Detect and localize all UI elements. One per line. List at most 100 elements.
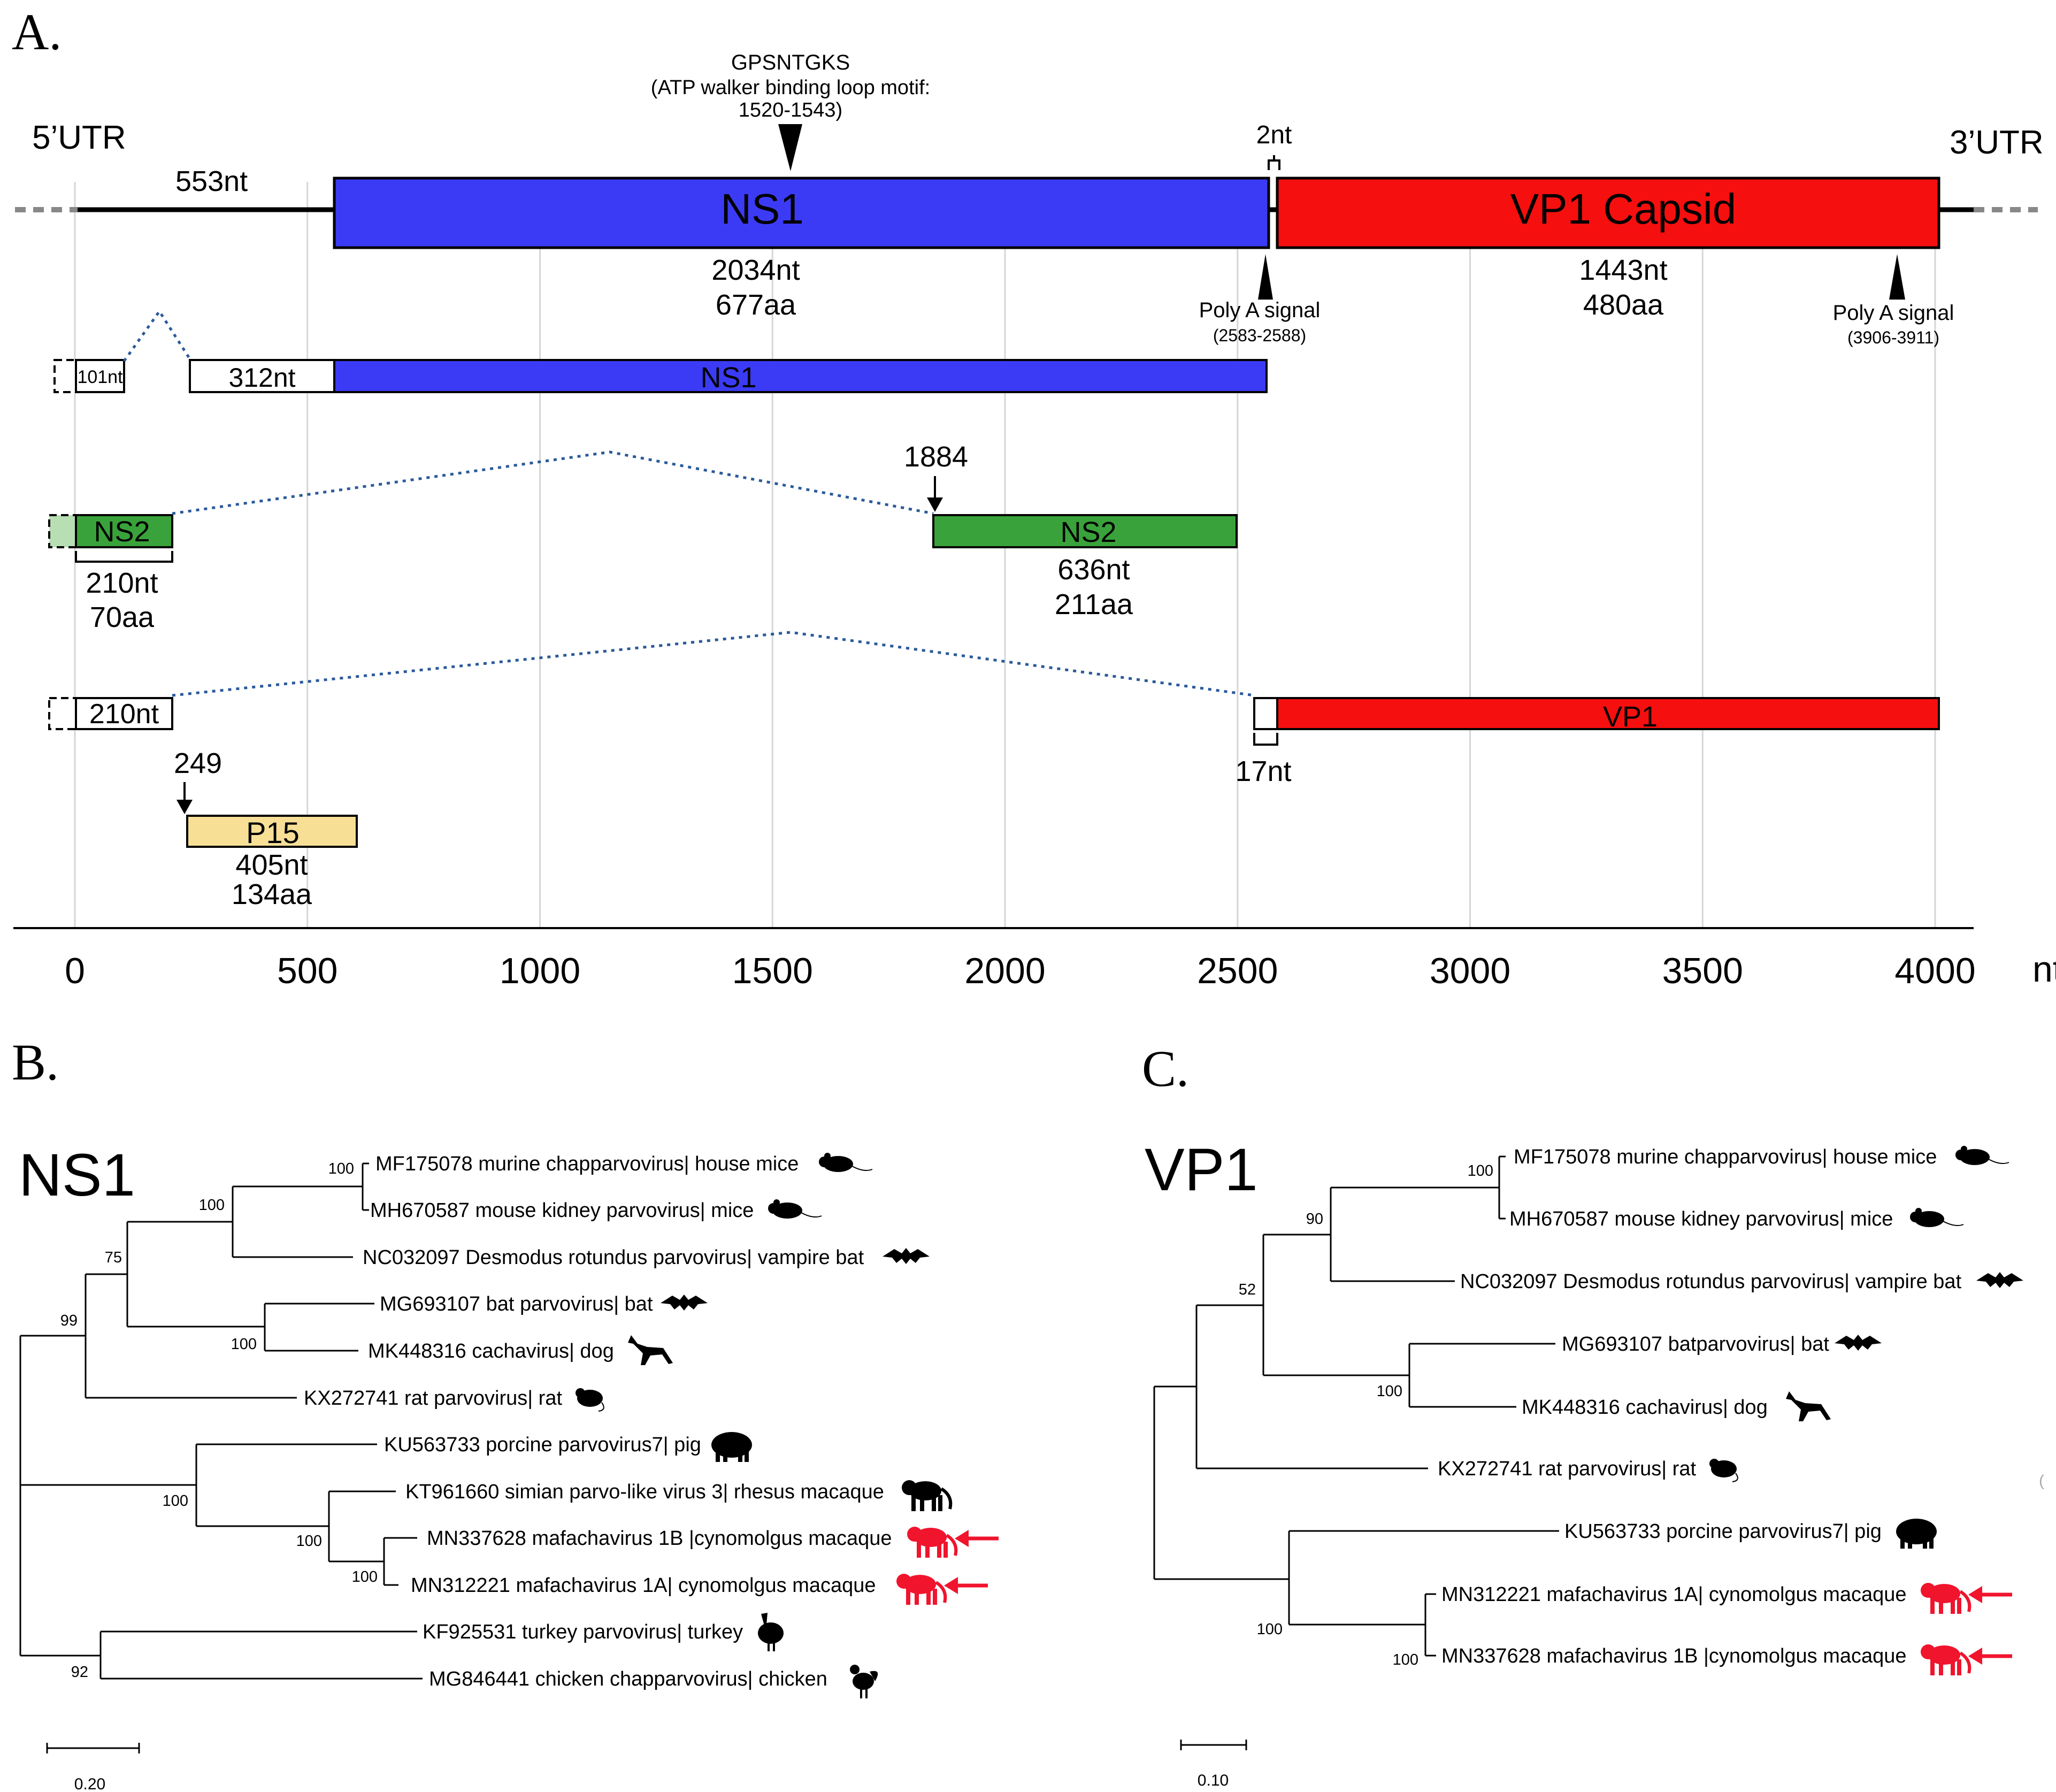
ns1-gene-box [333, 177, 1270, 249]
tree_ns1-bootstrap-6: 100 [296, 1533, 322, 1550]
ns2-tx-leader-dashed [48, 514, 77, 548]
p15-box [186, 815, 358, 848]
tree_ns1-turkey-icon-10 [758, 1613, 784, 1651]
tree_vp1-taxon-3: MG693107 batparvovirus| bat [1562, 1333, 1829, 1356]
tree_ns1-taxon-9: MN312221 mafachavirus 1A| cynomolgus mac… [411, 1574, 876, 1597]
ns2-start-arrowhead-icon [927, 497, 943, 512]
gap-label: 2nt [1256, 121, 1292, 149]
tree_vp1-bootstrap-5: 100 [1393, 1651, 1418, 1668]
utr5-label: 5’UTR [32, 119, 126, 156]
tree_ns1-taxon-11: MG846441 chicken chapparvovirus| chicken [429, 1668, 827, 1690]
tree_vp1-bootstrap-3: 100 [1377, 1383, 1402, 1400]
ns1-tx-splice [122, 309, 190, 362]
vp1-capsid-label: VP1 Capsid [1510, 185, 1736, 233]
tree_vp1-bootstrap-2: 52 [1239, 1281, 1256, 1298]
tree_vp1-taxon-6: KU563733 porcine parvovirus7| pig [1564, 1520, 1882, 1543]
tree_vp1-monkey-icon-7 [1921, 1583, 1971, 1614]
utr3-label: 3’UTR [1950, 124, 2044, 161]
tree_ns1-taxon-2: NC032097 Desmodus rotundus parvovirus| v… [363, 1246, 864, 1269]
vp1-capsid-nt: 1443nt [1579, 254, 1667, 286]
tree_ns1-chicken-icon-11 [850, 1665, 878, 1698]
ns2-tx-exon1-label: NS2 [94, 516, 150, 548]
ns1-gene-nt: 2034nt [711, 254, 800, 286]
vp1-tx-bracket [1253, 733, 1278, 746]
tree_vp1-taxon-7: MN312221 mafachavirus 1A| cynomolgus mac… [1441, 1583, 1907, 1606]
panel-label-b: B. [12, 1033, 59, 1091]
vp1-tree-branches [1153, 1155, 1559, 1657]
tree_ns1-pointer-arrow-icon-8 [955, 1530, 999, 1547]
ns1-tree-branches [19, 1162, 423, 1680]
stray-mark: ( [2039, 1472, 2044, 1490]
ns1-gene-label: NS1 [720, 185, 804, 233]
tree_ns1-bootstrap-5: 100 [163, 1492, 188, 1510]
grid-lines [74, 182, 1936, 928]
vp1-tree-labels: MF175078 murine chapparvovirus| house mi… [1239, 1146, 2023, 1675]
polya1-label: Poly A signal [1199, 298, 1321, 322]
tree_ns1-dog-icon-4 [628, 1335, 673, 1365]
x-tick-1500: 1500 [732, 951, 813, 991]
panel-label-a: A. [12, 3, 62, 60]
tree_vp1-mouse-icon-1 [1910, 1208, 1964, 1227]
tree_ns1-bat-icon-2 [883, 1248, 930, 1264]
tree_ns1-pig-icon-6 [711, 1432, 752, 1462]
tree_ns1-mouse-icon-0 [819, 1153, 873, 1172]
ns2-tx-exon2-label: NS2 [1060, 516, 1116, 548]
tree_vp1-rat-icon-5 [1709, 1459, 1738, 1482]
ns1-tx-exon2-length: 312nt [228, 363, 295, 393]
tree_ns1-taxon-4: MK448316 cachavirus| dog [368, 1340, 614, 1362]
motif-name: GPSNTGKS [731, 51, 850, 74]
tree_ns1-bootstrap-2: 75 [105, 1249, 122, 1266]
tree_vp1-bootstrap-0: 100 [1468, 1162, 1493, 1180]
vp1-tx-leader-box [1253, 697, 1278, 730]
tree_ns1-taxon-7: KT961660 simian parvo-like virus 3| rhes… [405, 1481, 884, 1503]
tree_ns1-mouse-icon-1 [768, 1199, 822, 1219]
x-axis-ticks: 0 500 1000 1500 2000 2500 3000 3500 4000 [65, 951, 1976, 991]
motif-marker-icon [778, 124, 802, 171]
tree_ns1-pointer-arrow-icon-9 [944, 1577, 988, 1594]
ns2-tx-exon1-nt: 210nt [86, 567, 158, 599]
tree_ns1-monkey-icon-9 [896, 1574, 947, 1605]
tree_vp1-dog-icon-4 [1786, 1391, 1831, 1421]
p15-aa: 134aa [232, 878, 312, 910]
ns2-tx-exon1-box [75, 514, 173, 548]
tree_ns1-bootstrap-7: 100 [352, 1568, 378, 1586]
polya1-position: (2583-2588) [1213, 326, 1306, 345]
p15-label: P15 [246, 816, 300, 849]
x-tick-2000: 2000 [964, 951, 1045, 991]
tree_vp1-bat-icon-2 [1976, 1272, 2023, 1288]
ns1-tx-exon2-box [189, 359, 335, 393]
x-tick-3000: 3000 [1430, 951, 1510, 991]
tree_vp1-taxon-8: MN337628 mafachavirus 1B |cynomolgus mac… [1441, 1645, 1907, 1667]
polya2-marker-icon [1889, 254, 1905, 300]
ns2-tx-exon2-box [932, 514, 1238, 548]
tree_vp1-bootstrap-1: 90 [1306, 1211, 1323, 1228]
x-axis-unit: nt [2032, 949, 2056, 990]
vp1-tx-orf [1276, 697, 1940, 730]
tree_ns1-taxon-5: KX272741 rat parvovirus| rat [304, 1387, 562, 1410]
tree_vp1-taxon-0: MF175078 murine chapparvovirus| house mi… [1514, 1146, 1937, 1168]
vp1-scale-label: 0.10 [1198, 1772, 1229, 1789]
tree_vp1-taxon-2: NC032097 Desmodus rotundus parvovirus| v… [1460, 1270, 1962, 1293]
tree_ns1-taxon-8: MN337628 mafachavirus 1B |cynomolgus mac… [427, 1527, 892, 1550]
vp1-tx-leader-dashed [48, 697, 77, 730]
ns2-tx-exon2-nt: 636nt [1057, 554, 1130, 586]
tree_ns1-bootstrap-0: 100 [328, 1160, 354, 1177]
ns1-tx-orf [333, 359, 1268, 393]
x-tick-500: 500 [277, 951, 337, 991]
tree_vp1-taxon-4: MK448316 cachavirus| dog [1522, 1396, 1768, 1419]
tree_vp1-pointer-arrow-icon-8 [1968, 1648, 2012, 1665]
ns2-tx-exon1-bracket [75, 551, 173, 563]
motif-position: 1520-1543) [739, 99, 842, 121]
vp1-capsid-aa: 480aa [1583, 289, 1664, 321]
tree_ns1-taxon-0: MF175078 murine chapparvovirus| house mi… [375, 1153, 799, 1175]
ns1-scale-label: 0.20 [74, 1775, 105, 1792]
x-tick-0: 0 [65, 951, 85, 991]
vp1-tx-splice [172, 631, 1255, 697]
vp1-tree-title: VP1 [1145, 1136, 1258, 1203]
tree_vp1-pointer-arrow-icon-7 [1968, 1586, 2012, 1603]
p15-start: 249 [174, 747, 222, 779]
ns1-gene-aa: 677aa [716, 289, 796, 321]
tree_ns1-bootstrap-1: 100 [199, 1197, 225, 1214]
x-tick-4000: 4000 [1894, 951, 1975, 991]
